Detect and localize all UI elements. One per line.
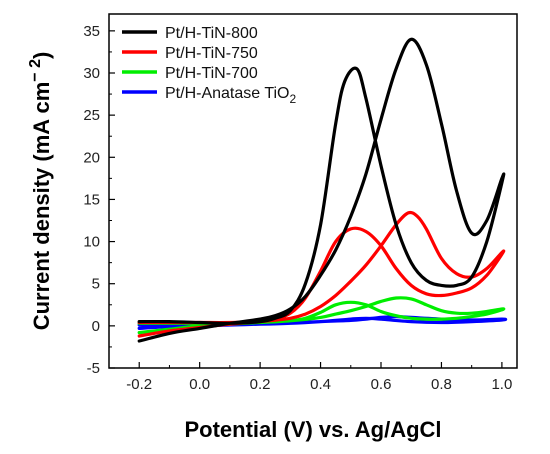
x-tick-label: 0.0 <box>189 376 210 393</box>
x-tick-label: 0.6 <box>371 376 392 393</box>
x-axis: -0.2 0.0 0.2 0.4 0.6 0.8 1.0 <box>126 362 512 393</box>
y-axis-title-close: ) <box>29 52 54 59</box>
plot-content <box>137 37 508 343</box>
x-tick-label: 0.2 <box>250 376 271 393</box>
series-line-pt-h-tin-800 <box>137 37 506 343</box>
y-axis-title-exponent: − 2 <box>27 59 44 82</box>
legend-label-pt-h-tin-800: Pt/H-TiN-800 <box>165 25 258 42</box>
x-tick-label: 0.8 <box>431 376 452 393</box>
series-group <box>137 37 508 343</box>
y-tick-label: 0 <box>92 318 100 335</box>
y-tick-label: 35 <box>83 23 100 40</box>
y-tick-label: 15 <box>83 191 100 208</box>
y-axis: -5 0 5 10 15 20 25 30 35 <box>83 23 115 377</box>
legend-label-pt-h-anatase-tio: Pt/H-Anatase TiO2 <box>165 85 297 106</box>
y-tick-label: 5 <box>92 276 100 293</box>
x-tick-label: -0.2 <box>126 376 152 393</box>
y-tick-label: 30 <box>83 65 100 82</box>
series-line-pt-h-tin-700 <box>137 296 506 335</box>
legend-label-pt-h-tin-750: Pt/H-TiN-750 <box>165 45 258 62</box>
series-line-pt-h-anatase-tio <box>137 315 508 330</box>
x-axis-title: Potential (V) vs. Ag/AgCl <box>184 417 441 442</box>
y-axis-title-main: Current density (mA cm <box>29 82 54 331</box>
y-tick-label: 20 <box>83 149 100 166</box>
y-tick-label: 25 <box>83 107 100 124</box>
legend-label-pt-h-tin-700: Pt/H-TiN-700 <box>165 65 258 82</box>
y-tick-label: 10 <box>83 234 100 251</box>
plot-frame <box>108 13 518 369</box>
x-tick-label: 0.4 <box>310 376 331 393</box>
y-tick-label: -5 <box>87 360 100 377</box>
y-axis-title: Current density (mA cm− 2) <box>27 52 54 331</box>
legend: Pt/H-TiN-800 Pt/H-TiN-750 Pt/H-TiN-700 Pt/H… <box>122 25 297 106</box>
x-tick-label: 1.0 <box>491 376 512 393</box>
